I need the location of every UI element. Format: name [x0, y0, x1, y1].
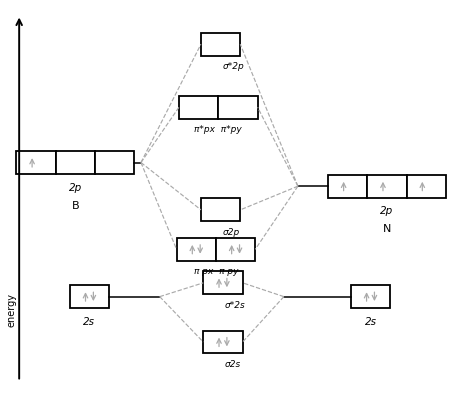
Text: σ2s: σ2s [225, 360, 241, 369]
Text: σ2p: σ2p [223, 228, 240, 237]
Bar [95, 151, 135, 174]
Bar [179, 96, 218, 119]
Bar [351, 285, 390, 308]
Bar [17, 151, 56, 174]
Text: 2s: 2s [365, 317, 376, 327]
Bar [367, 175, 407, 198]
Bar [407, 175, 446, 198]
Bar [201, 198, 240, 221]
Text: π*px  π*py: π*px π*py [194, 125, 242, 134]
Bar [201, 33, 240, 56]
Bar [70, 285, 109, 308]
Text: σ*2p: σ*2p [223, 62, 244, 71]
Bar [203, 271, 243, 294]
Text: π px  π py: π px π py [194, 267, 238, 276]
Text: 2p: 2p [380, 206, 393, 216]
Bar [218, 96, 257, 119]
Text: energy: energy [6, 294, 16, 328]
Text: σ*2s: σ*2s [225, 300, 246, 310]
Text: 2s: 2s [83, 317, 95, 327]
Bar [177, 238, 216, 261]
Bar [328, 175, 367, 198]
Text: B: B [72, 201, 79, 211]
Text: N: N [383, 224, 391, 234]
Text: 2p: 2p [69, 183, 82, 193]
Bar [56, 151, 95, 174]
Bar [203, 330, 243, 354]
Bar [216, 238, 255, 261]
